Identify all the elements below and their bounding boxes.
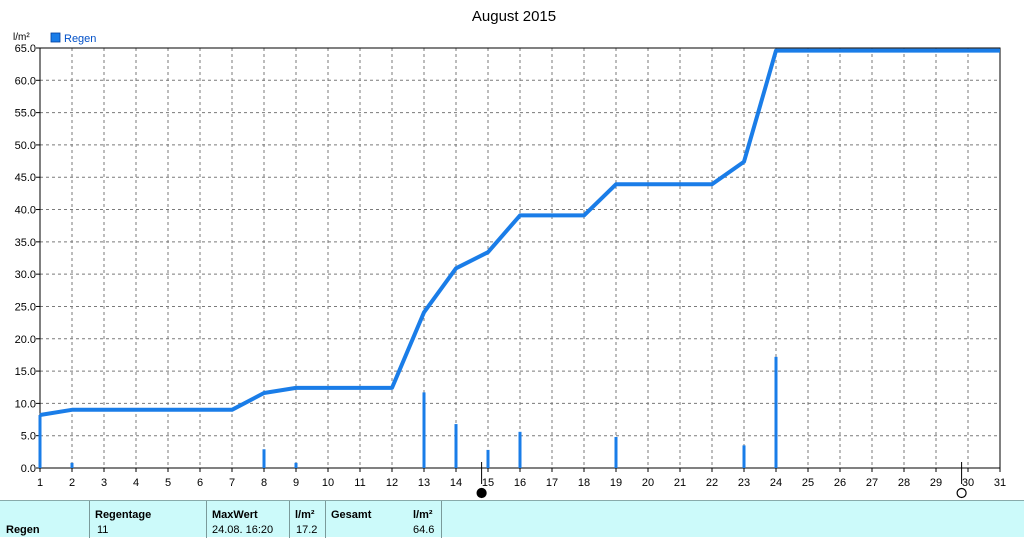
x-tick-label: 27 [866, 477, 878, 489]
y-tick-label: 10.0 [15, 398, 36, 410]
x-axis: 1 2 3 4 5 6 7 8 9 10 11 12 13 14 15 16 17 18 19 20 21 22 23 24 2… [37, 468, 1006, 489]
x-tick-label: 10 [322, 477, 334, 489]
rain-bar [262, 449, 266, 468]
new-moon-icon [476, 487, 487, 499]
gesamt-value: 64.6 [413, 524, 435, 536]
x-tick-label: 15 [482, 477, 494, 489]
row-label: Regen [6, 524, 40, 536]
rain-bar [614, 436, 618, 468]
x-tick-label: 13 [418, 477, 430, 489]
x-tick-label: 31 [994, 477, 1006, 489]
legend: Regen [50, 32, 96, 45]
x-tick-label: 24 [770, 477, 782, 489]
x-tick-label: 5 [165, 477, 171, 489]
x-tick-label: 3 [101, 477, 107, 489]
y-tick-label: 45.0 [15, 172, 36, 184]
maxwert-date: 24.08. 16:20 [212, 524, 274, 536]
y-tick-label: 50.0 [15, 140, 36, 152]
x-tick-label: 22 [706, 477, 718, 489]
maxwert-value: 17.2 [296, 524, 318, 536]
divider [441, 501, 442, 538]
x-tick-label: 18 [578, 477, 590, 489]
x-tick-label: 11 [354, 477, 365, 489]
x-tick-label: 9 [293, 477, 299, 489]
rain-bar [774, 356, 778, 468]
y-tick-label: 65.0 [15, 43, 36, 55]
y-tick-label: 35.0 [15, 237, 36, 249]
y-tick-label: 55.0 [15, 108, 36, 120]
gesamt-header: Gesamt [331, 509, 372, 521]
x-tick-label: 8 [261, 477, 267, 489]
x-tick-label: 1 [37, 477, 43, 489]
x-tick-label: 20 [642, 477, 654, 489]
summary-table: Regentage MaxWert l/m² Gesamt l/m² Regen… [0, 500, 1024, 538]
x-tick-label: 6 [197, 477, 203, 489]
legend-label-regen: Regen [64, 33, 96, 45]
rain-bar [422, 392, 426, 468]
y-tick-label: 20.0 [15, 334, 36, 346]
y-tick-label: 0.0 [21, 463, 36, 475]
y-tick-label: 25.0 [15, 301, 36, 313]
y-axis-unit: l/m² [13, 32, 30, 43]
rain-bar [70, 462, 74, 468]
rain-bar [454, 424, 458, 468]
rain-bar [38, 415, 42, 468]
divider [206, 501, 207, 538]
regentage-value: 11 [97, 524, 109, 536]
x-tick-label: 26 [834, 477, 846, 489]
x-tick-label: 17 [546, 477, 558, 489]
full-moon-icon [956, 487, 967, 499]
x-tick-label: 16 [514, 477, 526, 489]
y-tick-label: 60.0 [15, 75, 36, 87]
moon-markers [476, 462, 967, 499]
x-tick-label: 21 [674, 477, 686, 489]
y-tick-label: 5.0 [21, 431, 36, 443]
x-tick-label: 12 [386, 477, 398, 489]
rain-bar [742, 445, 746, 468]
regentage-header: Regentage [95, 509, 152, 521]
y-axis: 0.0 5.0 10.0 15.0 20.0 25.0 30.0 35.0 40.0 45.0 50… [15, 43, 40, 475]
x-tick-label: 28 [898, 477, 910, 489]
legend-swatch-regen [50, 32, 61, 43]
chart-title: August 2015 [472, 8, 556, 25]
y-tick-label: 30.0 [15, 269, 36, 281]
cumulative-rain-line [39, 48, 1000, 417]
gesamt-unit: l/m² [413, 509, 433, 521]
x-tick-label: 4 [133, 477, 139, 489]
x-tick-label: 23 [738, 477, 750, 489]
x-tick-label: 30 [962, 477, 974, 489]
cumulative-line-group [39, 48, 1000, 417]
rain-bar [486, 449, 490, 468]
rain-bars [38, 356, 778, 468]
maxwert-unit: l/m² [295, 509, 315, 521]
rain-bar [294, 462, 298, 468]
x-tick-label: 14 [450, 477, 462, 489]
x-tick-label: 7 [229, 477, 235, 489]
y-tick-label: 15.0 [15, 366, 36, 378]
maxwert-header: MaxWert [212, 509, 258, 521]
y-tick-label: 40.0 [15, 205, 36, 217]
x-tick-label: 29 [930, 477, 942, 489]
divider [289, 501, 290, 538]
rain-bar [518, 431, 522, 468]
x-tick-label: 25 [802, 477, 814, 489]
x-tick-label: 19 [610, 477, 622, 489]
divider [89, 501, 90, 538]
divider [325, 501, 326, 538]
x-tick-label: 2 [69, 477, 75, 489]
grid [40, 48, 1000, 468]
rain-chart: August 2015 l/m² Regen 0.05.010.015.020.… [13, 8, 1006, 499]
